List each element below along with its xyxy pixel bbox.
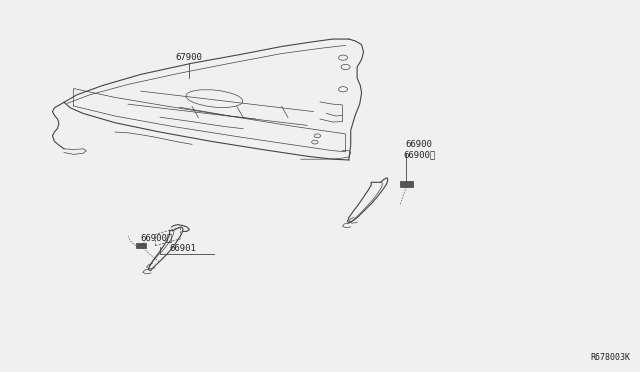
Bar [136,243,146,248]
Text: R678003K: R678003K [590,353,630,362]
Text: 66900②: 66900② [141,233,173,242]
Text: 66900②: 66900② [403,150,435,159]
Text: 66901: 66901 [169,244,196,253]
Bar [400,181,413,187]
Text: 67900: 67900 [175,53,202,62]
Text: 66900: 66900 [406,140,433,149]
